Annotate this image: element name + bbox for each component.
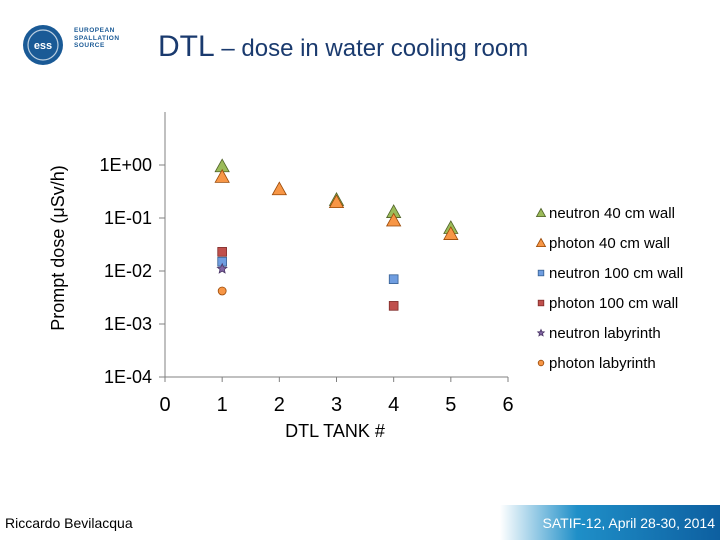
footer-bar [500,505,720,540]
logo-line-3: SOURCE [74,42,105,49]
y-tick-label: 1E-04 [104,367,152,387]
x-tick-label: 4 [388,394,399,416]
chart-legend: neutron 40 cm wall photon 40 cm wall neutr… [535,205,683,372]
y-tick-label: 1E+00 [99,155,152,175]
x-tick-label: 1 [217,394,228,416]
chart-ticks: 1E+00 1E-01 1E-02 1E-03 1E-04 0 1 2 3 4 5 6 [99,155,513,416]
title-separator: – [214,35,242,62]
y-tick-label: 1E-02 [104,261,152,281]
ess-logo-icon: ess [23,25,63,65]
logo-line-2: SPALLATION [74,34,120,42]
x-tick-label: 3 [331,394,342,416]
data-point-photon-40-cm-wall [328,194,345,209]
ess-logo: ess EUROPEAN SPALLATION SOURCE [20,22,120,68]
y-tick-label: 1E-03 [104,314,152,334]
page-title: DTL – dose in water cooling room [158,30,528,64]
logo-line-1: EUROPEAN [74,27,115,34]
chart-points [214,158,459,311]
legend-label: photon 40 cm wall [549,235,670,252]
legend-marker [537,359,545,367]
data-point-neutron-labyrinth [216,262,228,274]
x-tick-label: 5 [445,394,456,416]
legend-label: photon 100 cm wall [549,295,678,312]
data-point-neutron-100-cm-wall [388,274,399,285]
title-main: DTL [158,30,215,63]
legend-marker [537,299,545,307]
data-point-photon-40-cm-wall [214,168,230,183]
legend-marker [535,207,547,218]
y-axis-label: Prompt dose (μSv/h) [48,165,68,330]
chart-axes [164,112,508,378]
legend-label: neutron 100 cm wall [549,265,683,282]
data-point-photon-labyrinth [217,286,227,296]
x-tick-label: 0 [159,394,170,416]
footer-author: Riccardo Bevilacqua [5,515,133,531]
legend-marker [537,269,545,277]
x-axis-label: DTL TANK # [285,421,385,441]
footer-event: SATIF-12, April 28-30, 2014 [542,515,716,531]
legend-marker [536,328,546,337]
title-sub: dose in water cooling room [241,35,529,62]
data-point-photon-100-cm-wall [217,247,227,257]
x-tick-label: 6 [502,394,513,416]
logo-mark: ess [34,40,52,52]
data-point-photon-40-cm-wall [271,181,288,196]
data-point-photon-40-cm-wall [443,226,459,240]
data-point-photon-100-cm-wall [388,301,399,311]
legend-label: neutron 40 cm wall [549,205,675,222]
y-tick-label: 1E-01 [104,208,152,228]
legend-label: neutron labyrinth [549,325,661,342]
data-point-photon-40-cm-wall [385,212,402,227]
logo-wordmark: EUROPEAN SPALLATION SOURCE [74,27,120,50]
legend-label: photon labyrinth [549,355,656,372]
legend-marker [535,237,547,248]
x-tick-label: 2 [274,394,285,416]
